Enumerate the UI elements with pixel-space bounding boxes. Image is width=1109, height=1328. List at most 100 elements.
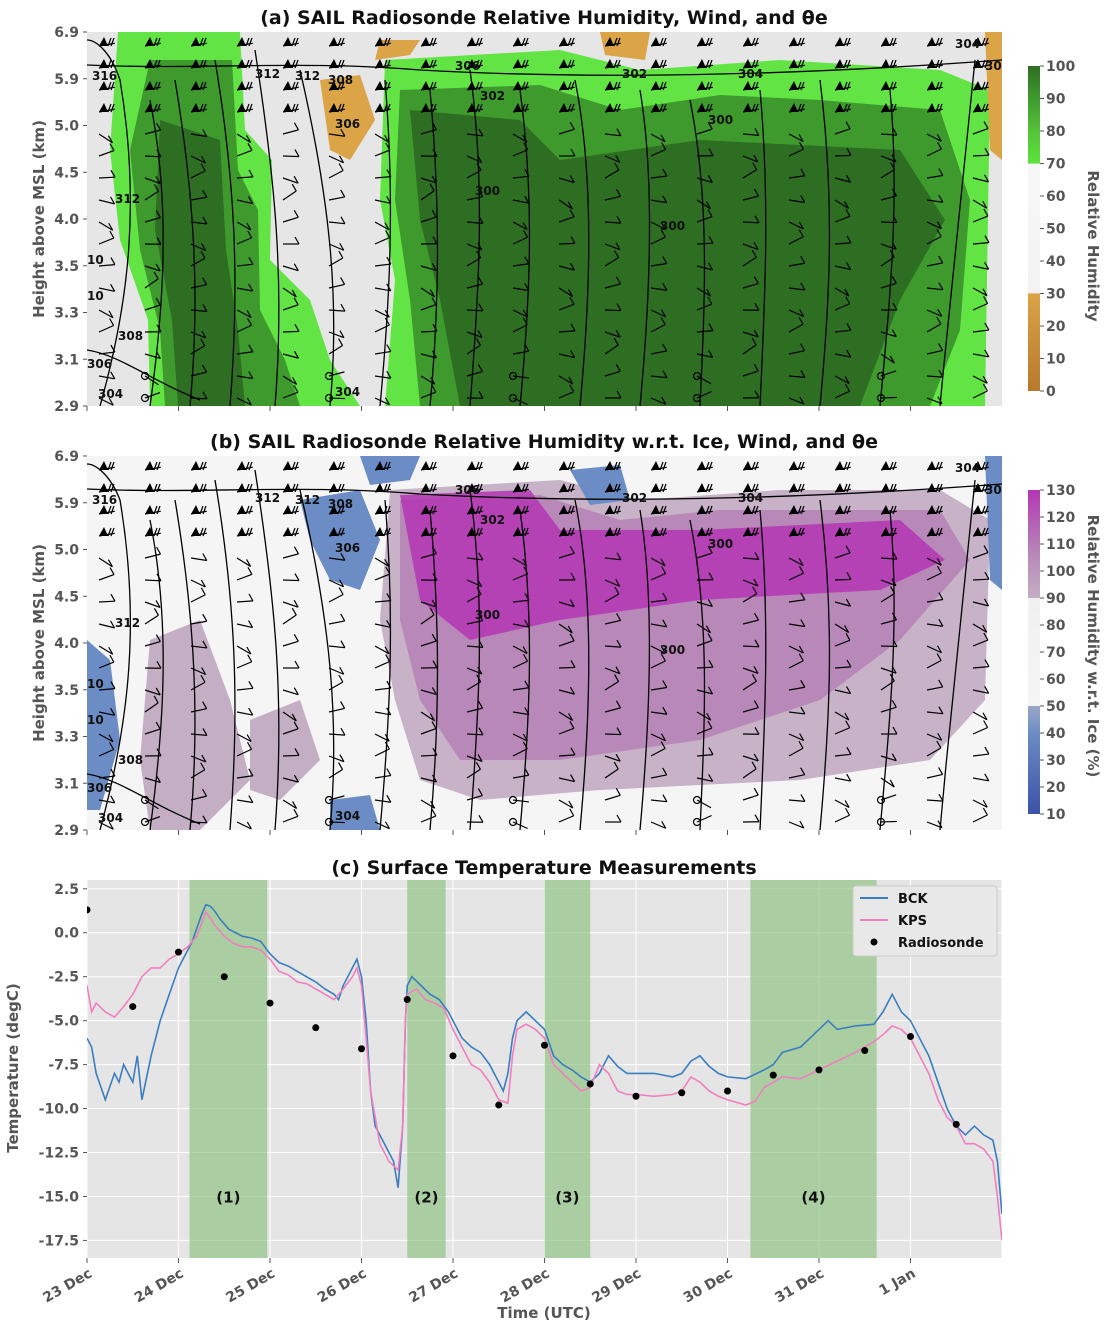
- radiosonde-point: [129, 1003, 137, 1011]
- y-tick-label: 4.5: [54, 165, 79, 181]
- y-tick-label: 3.1: [54, 776, 79, 792]
- panel-c-shaded-periods: [189, 880, 877, 1258]
- y-tick-label: 5.9: [54, 72, 79, 88]
- panel-a-theta-contours: [87, 39, 1002, 406]
- theta-label: 306: [455, 483, 480, 497]
- x-tick-label: 31 Dec: [772, 1266, 827, 1307]
- panel-b-colorbar: [1028, 490, 1040, 814]
- x-tick-label: 25 Dec: [223, 1266, 278, 1307]
- colorbar-tick-label: 70: [1046, 645, 1066, 661]
- panel-a: (a) SAIL Radiosonde Relative Humidity, W…: [30, 7, 1102, 415]
- colorbar-tick-label: 10: [1046, 807, 1066, 823]
- panel-b-ylabel: Height above MSL (km): [30, 544, 48, 742]
- theta-label: 308: [328, 73, 353, 87]
- y-tick-label: 3.1: [54, 352, 79, 368]
- series-line-kps: [87, 909, 1002, 1241]
- panel-c-event-labels: (1) (2) (3) (4): [216, 1188, 825, 1206]
- colorbar-tick-label: 100: [1046, 59, 1075, 75]
- event-label: (1): [216, 1188, 240, 1206]
- panel-a-wind-barbs: [98, 37, 990, 406]
- panel-b: (b) SAIL Radiosonde Relative Humidity w.…: [30, 431, 1102, 839]
- theta-label: 316: [92, 69, 117, 83]
- y-tick-label: 5.9: [54, 496, 79, 512]
- radiosonde-point: [632, 1092, 640, 1100]
- y-tick-label: 6.9: [54, 25, 79, 41]
- y-tick-label: -17.5: [39, 1233, 79, 1249]
- y-tick-label: -12.5: [39, 1146, 79, 1162]
- radiosonde-point: [449, 1052, 457, 1060]
- colorbar-tick-label: 80: [1046, 124, 1066, 140]
- y-tick-label: 0.0: [54, 926, 79, 942]
- radiosonde-point: [220, 973, 228, 981]
- theta-label: 312: [115, 192, 140, 206]
- colorbar-tick-label: 40: [1046, 254, 1066, 270]
- theta-label: 308: [118, 753, 143, 767]
- theta-label: 304: [98, 811, 123, 825]
- panel-b-wind-barbs: [98, 461, 990, 830]
- theta-label: 30: [985, 483, 1002, 497]
- panel-a-colorbar: [1028, 66, 1040, 391]
- legend-kps: KPS: [898, 914, 927, 929]
- legend-radiosonde-swatch: [870, 938, 878, 946]
- x-tick-label: 1 Jan: [877, 1266, 919, 1299]
- radiosonde-point: [815, 1066, 823, 1074]
- legend-bck: BCK: [898, 892, 928, 907]
- y-tick-label: 4.5: [54, 589, 79, 605]
- theta-label: 312: [255, 491, 280, 505]
- theta-label: 312: [115, 616, 140, 630]
- panel-a-rh-field: [110, 32, 1002, 406]
- x-tick-label: 23 Dec: [40, 1266, 95, 1307]
- y-tick-label: 3.5: [54, 259, 79, 275]
- theta-label: 302: [480, 513, 505, 527]
- theta-label: 304: [738, 491, 763, 505]
- theta-label: 312: [255, 67, 280, 81]
- radiosonde-point: [586, 1080, 594, 1088]
- theta-label: 312: [295, 69, 320, 83]
- theta-label: 304: [98, 387, 123, 401]
- y-tick-label: -5.0: [48, 1014, 79, 1030]
- theta-label: 300: [475, 608, 500, 622]
- theta-label: 308: [118, 329, 143, 343]
- colorbar-tick-label: 60: [1046, 189, 1066, 205]
- radiosonde-point: [952, 1120, 960, 1128]
- panel-a-y-ticks: 2.9 3.1 3.3 3.5 4.0 4.5 5.0 5.9 6.9: [54, 25, 87, 415]
- y-tick-label: 2.5: [54, 882, 79, 898]
- theta-label: 312: [295, 493, 320, 507]
- colorbar-tick-label: 60: [1046, 672, 1066, 688]
- colorbar-tick-label: 50: [1046, 699, 1066, 715]
- colorbar-tick-label: 80: [1046, 618, 1066, 634]
- radiosonde-point: [724, 1087, 731, 1095]
- y-tick-label: 5.0: [54, 119, 79, 135]
- colorbar-tick-label: 20: [1046, 319, 1066, 335]
- panel-b-colorbar-ticks: 10 20 30 40 50 60 70 80 90 100 110 120 130: [1040, 483, 1075, 823]
- radiosonde-point: [358, 1045, 365, 1053]
- colorbar-tick-label: 90: [1046, 92, 1066, 108]
- y-tick-label: -2.5: [48, 970, 79, 986]
- theta-label: 308: [328, 497, 353, 511]
- legend-radiosonde: Radiosonde: [898, 936, 984, 951]
- colorbar-tick-label: 20: [1046, 780, 1066, 796]
- event-label: (3): [555, 1188, 579, 1206]
- colorbar-tick-label: 40: [1046, 726, 1066, 742]
- y-tick-label: 3.5: [54, 683, 79, 699]
- panel-b-contour-labels: 316 312 312 308 306 302 304 304 30 302 3…: [87, 461, 1002, 825]
- shaded-period: [189, 880, 268, 1258]
- x-tick-label: 30 Dec: [681, 1266, 736, 1307]
- theta-label: 302: [622, 491, 647, 505]
- colorbar-tick-label: 30: [1046, 287, 1066, 303]
- x-tick-label: 29 Dec: [589, 1266, 644, 1307]
- theta-label: 30: [985, 59, 1002, 73]
- x-tick-label: 28 Dec: [498, 1266, 553, 1307]
- radiosonde-point: [87, 906, 91, 914]
- shaded-period: [544, 880, 591, 1258]
- colorbar-tick-label: 30: [1046, 753, 1066, 769]
- theta-label: 304: [738, 67, 763, 81]
- theta-label: 306: [87, 357, 112, 371]
- theta-label: 304: [335, 809, 360, 823]
- panel-b-rhi-field: [87, 456, 1002, 830]
- event-label: (4): [801, 1188, 825, 1206]
- radiosonde-point: [769, 1071, 777, 1079]
- colorbar-tick-label: 110: [1046, 537, 1075, 553]
- radiosonde-point: [312, 1024, 320, 1032]
- y-tick-label: 2.9: [54, 823, 79, 839]
